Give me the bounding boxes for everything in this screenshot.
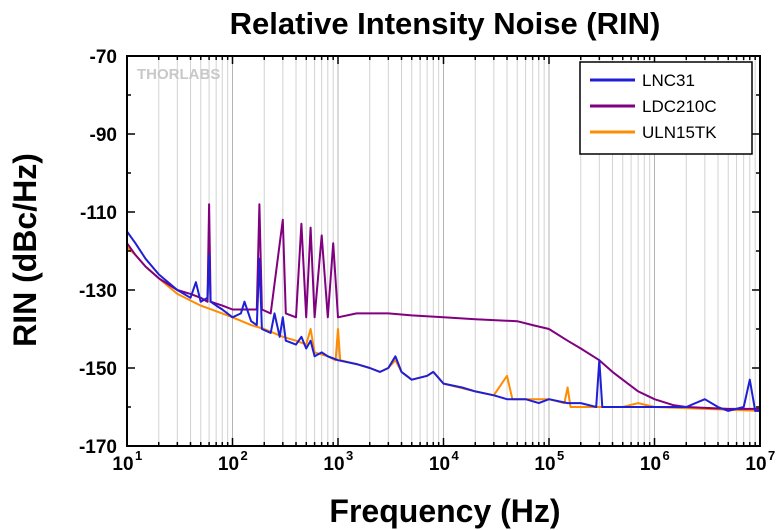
x-tick-label: 10 xyxy=(218,454,239,475)
watermark-logo: THORLABS xyxy=(137,66,220,83)
series-line-ldc210c xyxy=(126,203,760,410)
legend-label: ULN15TK xyxy=(642,123,717,142)
x-tick-label: 10 xyxy=(323,454,344,475)
legend-box xyxy=(579,61,753,155)
y-tick-label: -70 xyxy=(90,47,117,68)
x-tick-label: 10 xyxy=(640,454,661,475)
x-axis-label: Frequency (Hz) xyxy=(329,493,560,529)
x-tick-label-exponent: 5 xyxy=(557,448,564,463)
grid xyxy=(126,56,756,446)
x-tick-label: 10 xyxy=(112,454,133,475)
y-tick-label: -130 xyxy=(79,281,117,302)
legend-label: LDC210C xyxy=(642,97,717,116)
y-tick-label: -150 xyxy=(79,359,117,380)
x-tick-label-exponent: 3 xyxy=(346,448,353,463)
chart-title: Relative Intensity Noise (RIN) xyxy=(230,6,661,41)
x-tick-label-exponent: 6 xyxy=(663,448,670,463)
legend-label: LNC31 xyxy=(642,71,695,90)
x-tick-label: 10 xyxy=(534,454,555,475)
legend: LNC31 LDC210C ULN15TK xyxy=(579,61,753,155)
series-line-lnc31 xyxy=(126,230,760,412)
x-tick-label-exponent: 4 xyxy=(452,448,460,463)
y-axis-label: RIN (dBc/Hz) xyxy=(7,153,43,347)
x-tick-label: 10 xyxy=(745,454,766,475)
y-tick-label: -90 xyxy=(90,125,117,146)
x-tick-label-exponent: 7 xyxy=(768,448,775,463)
series-group xyxy=(126,203,761,412)
x-tick-label: 10 xyxy=(429,454,450,475)
x-tick-label-exponent: 2 xyxy=(241,448,248,463)
x-tick-label-exponent: 1 xyxy=(135,448,142,463)
axis-ticks xyxy=(126,55,761,447)
y-tick-label: -170 xyxy=(79,437,117,458)
y-tick-label: -110 xyxy=(80,203,117,224)
